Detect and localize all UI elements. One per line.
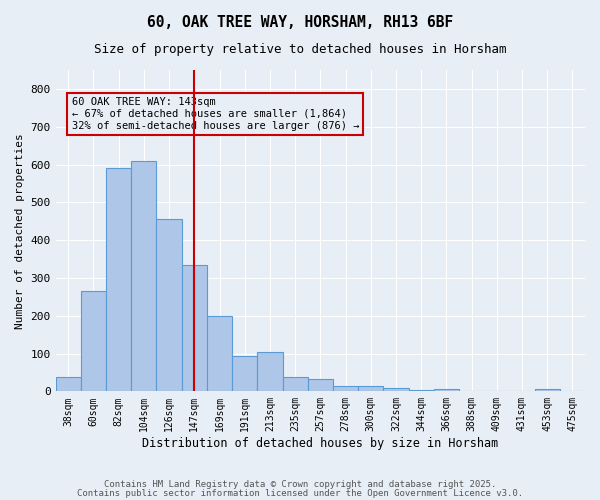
Text: Size of property relative to detached houses in Horsham: Size of property relative to detached ho… xyxy=(94,42,506,56)
Bar xyxy=(383,388,409,392)
Bar xyxy=(56,377,81,392)
Bar xyxy=(308,379,333,392)
Bar xyxy=(232,356,257,392)
Text: Contains public sector information licensed under the Open Government Licence v3: Contains public sector information licen… xyxy=(77,488,523,498)
Bar xyxy=(409,390,434,392)
Bar xyxy=(106,168,131,392)
Bar xyxy=(157,220,182,392)
Bar xyxy=(81,291,106,392)
Y-axis label: Number of detached properties: Number of detached properties xyxy=(15,133,25,328)
Bar xyxy=(358,386,383,392)
Bar xyxy=(182,264,207,392)
Bar xyxy=(283,377,308,392)
Bar xyxy=(207,316,232,392)
Text: Contains HM Land Registry data © Crown copyright and database right 2025.: Contains HM Land Registry data © Crown c… xyxy=(104,480,496,489)
Text: 60, OAK TREE WAY, HORSHAM, RH13 6BF: 60, OAK TREE WAY, HORSHAM, RH13 6BF xyxy=(147,15,453,30)
Bar xyxy=(131,160,157,392)
Bar xyxy=(333,386,358,392)
Bar xyxy=(535,390,560,392)
Text: 60 OAK TREE WAY: 143sqm
← 67% of detached houses are smaller (1,864)
32% of semi: 60 OAK TREE WAY: 143sqm ← 67% of detache… xyxy=(71,98,359,130)
Bar xyxy=(257,352,283,392)
Bar xyxy=(434,390,459,392)
X-axis label: Distribution of detached houses by size in Horsham: Distribution of detached houses by size … xyxy=(142,437,499,450)
